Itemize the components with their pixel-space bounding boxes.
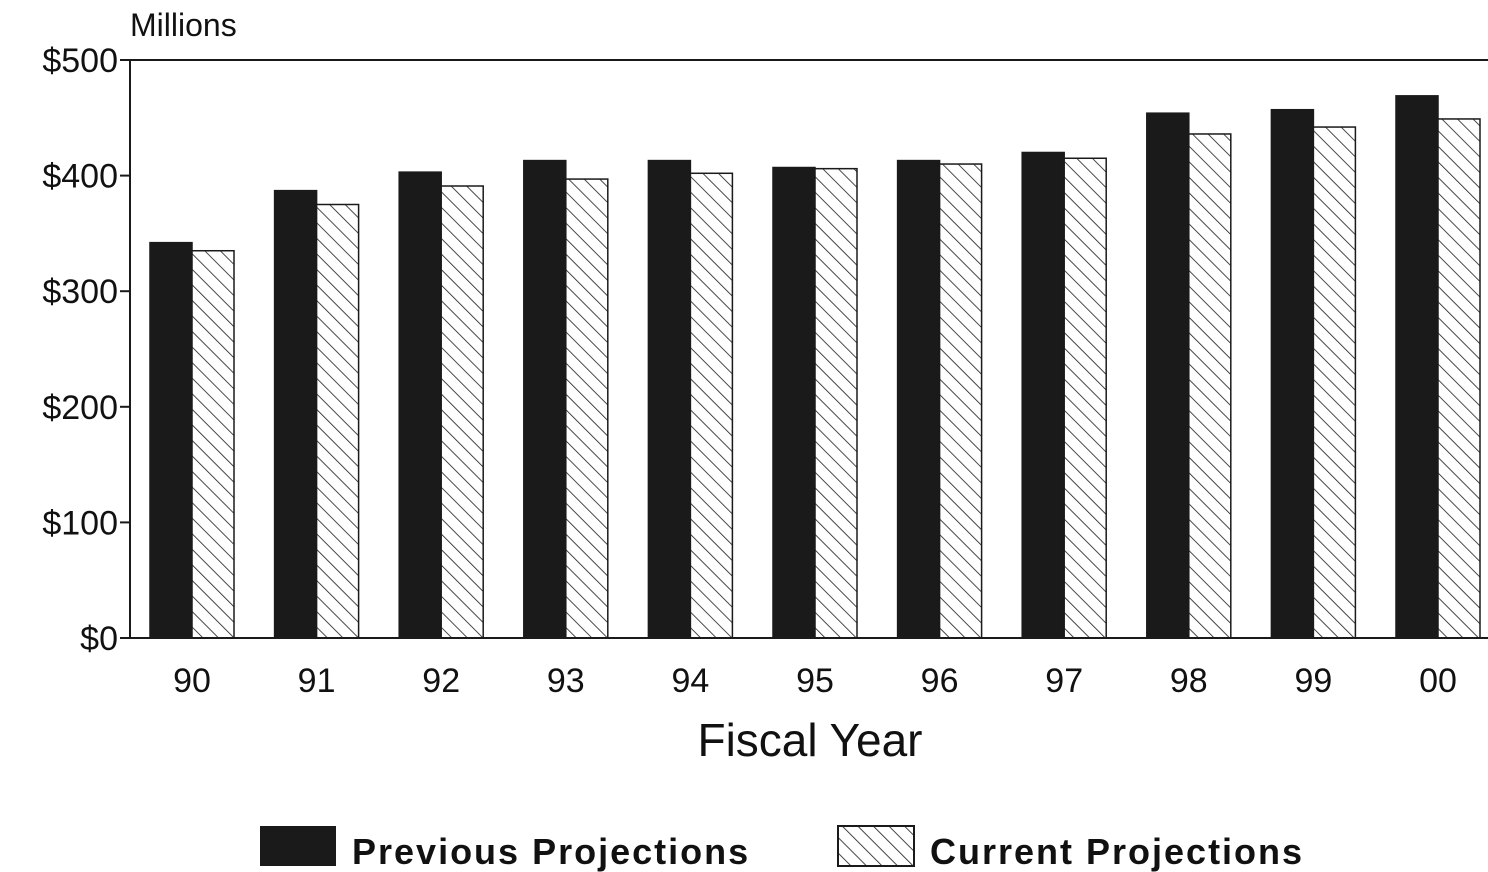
bar-current-99	[1312, 126, 1357, 639]
bars	[149, 95, 1481, 639]
x-tick-label: 99	[1294, 662, 1332, 700]
legend-label-current: Current Projections	[930, 831, 1304, 872]
x-tick-label: 93	[547, 662, 585, 700]
bar-current-97	[1063, 157, 1107, 639]
x-tick-label: 98	[1170, 662, 1208, 700]
bar-current-93	[565, 178, 609, 639]
bar-current-94	[689, 172, 734, 639]
x-axis-title: Fiscal Year	[697, 714, 922, 766]
x-tick-label: 97	[1045, 662, 1083, 700]
bar-previous-94	[647, 159, 692, 639]
bar-previous-92	[398, 171, 442, 639]
x-tick-label: 95	[796, 662, 834, 700]
x-tick-label: 94	[671, 662, 709, 700]
legend-label-previous: Previous Projections	[352, 831, 750, 872]
bar-previous-00	[1395, 95, 1439, 639]
bar-previous-95	[772, 166, 816, 639]
bar-current-95	[814, 167, 858, 639]
y-tick-label: $200	[42, 389, 118, 427]
x-tick-label: 96	[921, 662, 959, 700]
y-tick-label: $300	[42, 273, 118, 311]
x-tick-label: 92	[422, 662, 460, 700]
y-axis-ticks: $0 $100 $200 $300 $400 $500	[42, 42, 130, 658]
bar-previous-93	[523, 159, 567, 639]
bar-current-90	[191, 249, 235, 639]
bar-previous-99	[1270, 108, 1315, 639]
bar-current-91	[315, 203, 360, 639]
y-tick-label: $0	[80, 620, 118, 658]
bar-previous-96	[896, 159, 941, 639]
legend: Previous Projections Current Projections	[260, 825, 1304, 872]
y-tick-label: $100	[42, 504, 118, 542]
y-tick-label: $500	[42, 42, 118, 80]
bar-current-96	[938, 163, 983, 639]
x-tick-label: 00	[1419, 662, 1457, 700]
bar-previous-97	[1021, 151, 1065, 639]
bar-previous-91	[273, 189, 318, 639]
bar-current-98	[1188, 133, 1232, 639]
legend-swatch-current	[837, 825, 915, 867]
x-axis-ticks: 90 91 92 93 94 95 96 97 98 99 00	[173, 662, 1457, 700]
x-tick-label: 91	[298, 662, 336, 700]
bar-previous-98	[1146, 112, 1190, 639]
bar-previous-90	[149, 241, 193, 639]
y-tick-label: $400	[42, 158, 118, 196]
legend-swatch-previous	[260, 826, 336, 866]
y-unit-label: Millions	[130, 7, 237, 43]
x-tick-label: 90	[173, 662, 211, 700]
bar-current-92	[440, 185, 484, 639]
bar-current-00	[1437, 118, 1481, 639]
